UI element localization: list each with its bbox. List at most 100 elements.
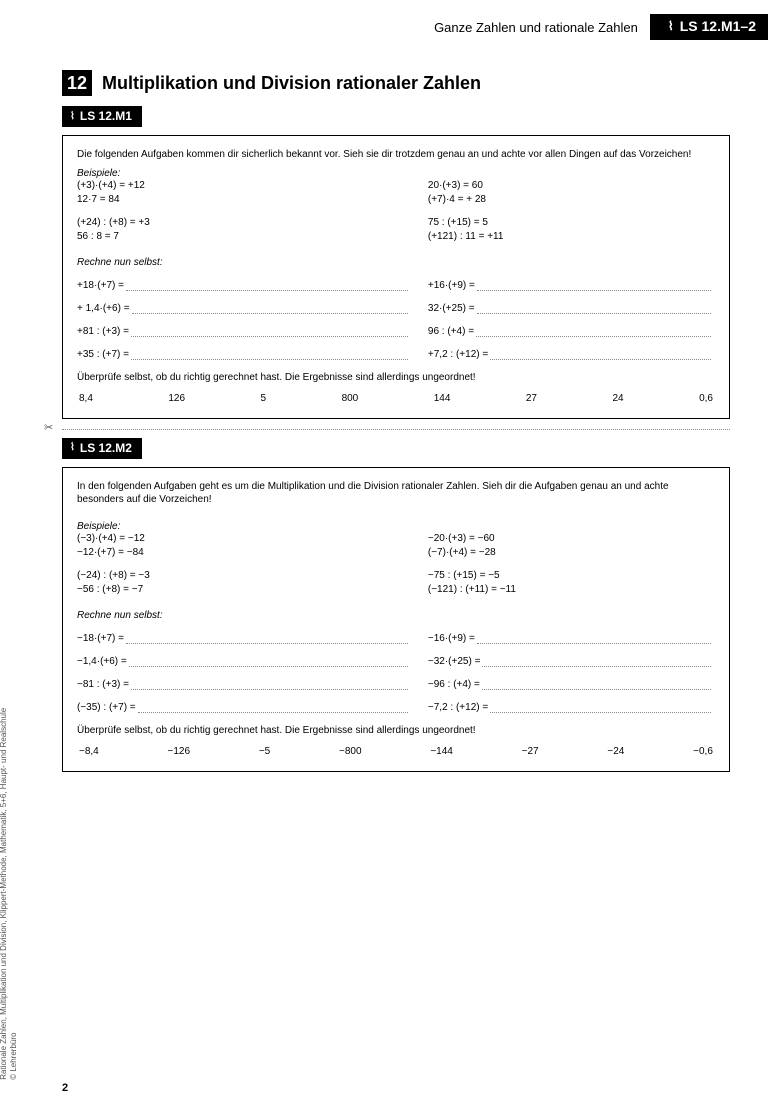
answer-blank[interactable] xyxy=(129,657,408,667)
problem-row: +81 : (+3) = 96 : (+4) = xyxy=(77,326,715,337)
problem-row: −18·(+7) = −16·(+9) = xyxy=(77,633,715,644)
problem-row: +18·(+7) = +16·(+9) = xyxy=(77,280,715,291)
worksheet-page: Ganze Zahlen und rationale Zahlen ⌇ LS 1… xyxy=(0,0,768,1110)
problem-text: (−35) : (+7) = xyxy=(77,702,136,713)
problem-text: −18·(+7) = xyxy=(77,633,124,644)
answer-blank[interactable] xyxy=(482,680,711,690)
answer-blank[interactable] xyxy=(126,281,408,291)
side-citation: Rationale Zahlen, Multiplikation und Div… xyxy=(0,708,20,1080)
problem: −7,2 : (+12) = xyxy=(428,702,715,713)
page-header: Ganze Zahlen und rationale Zahlen ⌇ LS 1… xyxy=(62,18,730,40)
problem-text: 96 : (+4) = xyxy=(428,326,474,337)
section1-badge: ⌇ LS 12.M1 xyxy=(62,106,142,127)
answer: 27 xyxy=(526,393,537,404)
title-number: 12 xyxy=(62,70,92,96)
example-line: (−24) : (+8) = −3 xyxy=(77,569,428,584)
section1-badge-text: LS 12.M1 xyxy=(80,109,132,123)
answer: 126 xyxy=(168,393,185,404)
section1-intro: Die folgenden Aufgaben kommen dir sicher… xyxy=(77,148,715,162)
problem: 32·(+25) = xyxy=(428,303,715,314)
section2-examples: (−3)·(+4) = −12 −12·(+7) = −84 (−24) : (… xyxy=(77,532,715,598)
problem-text: −96 : (+4) = xyxy=(428,679,480,690)
problem-row: + 1,4·(+6) = 32·(+25) = xyxy=(77,303,715,314)
side-citation-line2: © Lehrerbüro xyxy=(10,708,20,1080)
section1-examples-right: 20·(+3) = 60 (+7)·4 = + 28 75 : (+15) = … xyxy=(428,179,715,245)
problem-text: −81 : (+3) = xyxy=(77,679,129,690)
problem: −96 : (+4) = xyxy=(428,679,715,690)
example-line: (−7)·(+4) = −28 xyxy=(428,546,715,561)
problem-text: +18·(+7) = xyxy=(77,280,124,291)
problem: (−35) : (+7) = xyxy=(77,702,428,713)
section1-rechne-label: Rechne nun selbst: xyxy=(77,257,715,268)
problem: +7,2 : (+12) = xyxy=(428,349,715,360)
section2-intro: In den folgenden Aufgaben geht es um die… xyxy=(77,480,715,507)
problem: +81 : (+3) = xyxy=(77,326,428,337)
answer: −27 xyxy=(522,746,539,757)
answer-blank[interactable] xyxy=(132,304,408,314)
answer: −126 xyxy=(168,746,191,757)
answer-blank[interactable] xyxy=(476,327,711,337)
problem: + 1,4·(+6) = xyxy=(77,303,428,314)
section1-box: Die folgenden Aufgaben kommen dir sicher… xyxy=(62,135,730,419)
main-title-row: 12 Multiplikation und Division rationale… xyxy=(62,70,730,96)
answer-blank[interactable] xyxy=(482,657,711,667)
example-line: −20·(+3) = −60 xyxy=(428,532,715,547)
answer-blank[interactable] xyxy=(131,327,408,337)
problem-text: +35 : (+7) = xyxy=(77,349,129,360)
section2-box: In den folgenden Aufgaben geht es um die… xyxy=(62,467,730,772)
header-badge-text: LS 12.M1–2 xyxy=(680,18,756,34)
problem: 96 : (+4) = xyxy=(428,326,715,337)
problem-row: +35 : (+7) = +7,2 : (+12) = xyxy=(77,349,715,360)
answer: 144 xyxy=(434,393,451,404)
answer: 24 xyxy=(612,393,623,404)
answer-blank[interactable] xyxy=(131,350,408,360)
page-number: 2 xyxy=(62,1082,68,1094)
answer: 8,4 xyxy=(79,393,93,404)
problem: +18·(+7) = xyxy=(77,280,428,291)
problem-text: + 1,4·(+6) = xyxy=(77,303,130,314)
answer: −24 xyxy=(607,746,624,757)
answer-blank[interactable] xyxy=(477,304,711,314)
scissor-icon: ✂ xyxy=(44,421,53,434)
problem: −81 : (+3) = xyxy=(77,679,428,690)
section1-examples-left: (+3)·(+4) = +12 12·7 = 84 (+24) : (+8) =… xyxy=(77,179,428,245)
section1-examples: (+3)·(+4) = +12 12·7 = 84 (+24) : (+8) =… xyxy=(77,179,715,245)
problem: −1,4·(+6) = xyxy=(77,656,428,667)
problem: +35 : (+7) = xyxy=(77,349,428,360)
example-line: (+121) : 11 = +11 xyxy=(428,230,715,245)
problem-row: −81 : (+3) = −96 : (+4) = xyxy=(77,679,715,690)
problem-row: −1,4·(+6) = −32·(+25) = xyxy=(77,656,715,667)
answer: 800 xyxy=(342,393,359,404)
problem-text: −32·(+25) = xyxy=(428,656,481,667)
main-title: Multiplikation und Division rationaler Z… xyxy=(102,73,481,94)
answer-blank[interactable] xyxy=(138,703,408,713)
section2-beispiele-label: Beispiele: xyxy=(77,521,715,532)
answer-blank[interactable] xyxy=(477,634,711,644)
section2-rechne-label: Rechne nun selbst: xyxy=(77,610,715,621)
answer-blank[interactable] xyxy=(490,350,711,360)
section2-badge: ⌇ LS 12.M2 xyxy=(62,438,142,459)
answer-blank[interactable] xyxy=(490,703,711,713)
problem-text: +81 : (+3) = xyxy=(77,326,129,337)
section2-examples-left: (−3)·(+4) = −12 −12·(+7) = −84 (−24) : (… xyxy=(77,532,428,598)
answer-blank[interactable] xyxy=(131,680,408,690)
cut-line xyxy=(62,429,730,430)
example-line: 56 : 8 = 7 xyxy=(77,230,428,245)
section1-check: Überprüfe selbst, ob du richtig gerechne… xyxy=(77,372,715,383)
problem-text: −1,4·(+6) = xyxy=(77,656,127,667)
problem: −18·(+7) = xyxy=(77,633,428,644)
problem: +16·(+9) = xyxy=(428,280,715,291)
section1-beispiele-label: Beispiele: xyxy=(77,168,715,179)
answer: −8,4 xyxy=(79,746,99,757)
answer: 0,6 xyxy=(699,393,713,404)
section2-check: Überprüfe selbst, ob du richtig gerechne… xyxy=(77,725,715,736)
swirl-icon: ⌇ xyxy=(70,442,75,453)
problem-text: 32·(+25) = xyxy=(428,303,475,314)
answer-blank[interactable] xyxy=(126,634,408,644)
problem-text: +7,2 : (+12) = xyxy=(428,349,488,360)
example-line: −12·(+7) = −84 xyxy=(77,546,428,561)
example-line: 12·7 = 84 xyxy=(77,193,428,208)
answer-blank[interactable] xyxy=(477,281,711,291)
example-line: (+7)·4 = + 28 xyxy=(428,193,715,208)
problem-text: +16·(+9) = xyxy=(428,280,475,291)
